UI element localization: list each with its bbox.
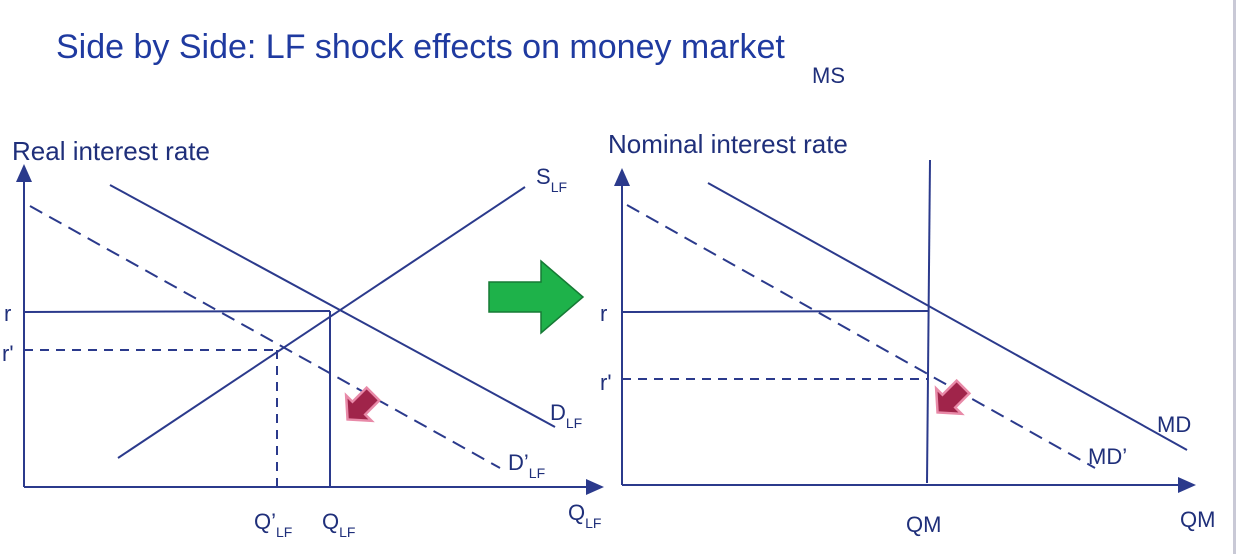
md-label: MD	[1157, 412, 1191, 437]
qm-label: QM	[906, 512, 941, 537]
shifted-md-label: MD’	[1088, 444, 1127, 469]
left-r-label: r	[4, 301, 11, 326]
right-shift-arrow-icon	[934, 378, 972, 416]
left-x-axis-label: QLF	[568, 500, 601, 531]
right-r-label: r	[600, 301, 607, 326]
supply-label: SLF	[536, 164, 567, 195]
q2-label: Q’LF	[254, 509, 292, 540]
right-panel: Nominal interest rate MS r r' MD MD’ QM …	[600, 63, 1215, 537]
shifted-money-demand-line	[626, 204, 1096, 469]
supply-line	[117, 186, 526, 459]
money-supply-line	[926, 159, 931, 484]
right-x-axis-label: QM	[1180, 507, 1215, 532]
right-r2-label: r'	[600, 370, 612, 395]
demand-label: DLF	[550, 400, 582, 431]
q-label: QLF	[322, 509, 355, 540]
r-guide-line	[23, 310, 331, 313]
shifted-demand-line	[29, 205, 501, 469]
ms-label: MS	[812, 63, 845, 88]
green-right-arrow-icon	[488, 259, 585, 335]
slide-title: Side by Side: LF shock effects on money …	[56, 28, 785, 66]
left-y-axis-label: Real interest rate	[12, 136, 210, 166]
right-border	[1233, 0, 1236, 554]
left-panel: Real interest rate r r' SLF DLF D’LF QLF…	[2, 136, 604, 540]
right-r-guide-line	[621, 310, 930, 313]
right-y-axis-label: Nominal interest rate	[608, 129, 848, 159]
money-demand-line	[707, 182, 1188, 451]
left-r2-label: r'	[2, 341, 14, 366]
demand-line	[109, 184, 556, 428]
left-shift-arrow-icon	[344, 385, 382, 423]
shifted-demand-label: D’LF	[508, 450, 545, 481]
